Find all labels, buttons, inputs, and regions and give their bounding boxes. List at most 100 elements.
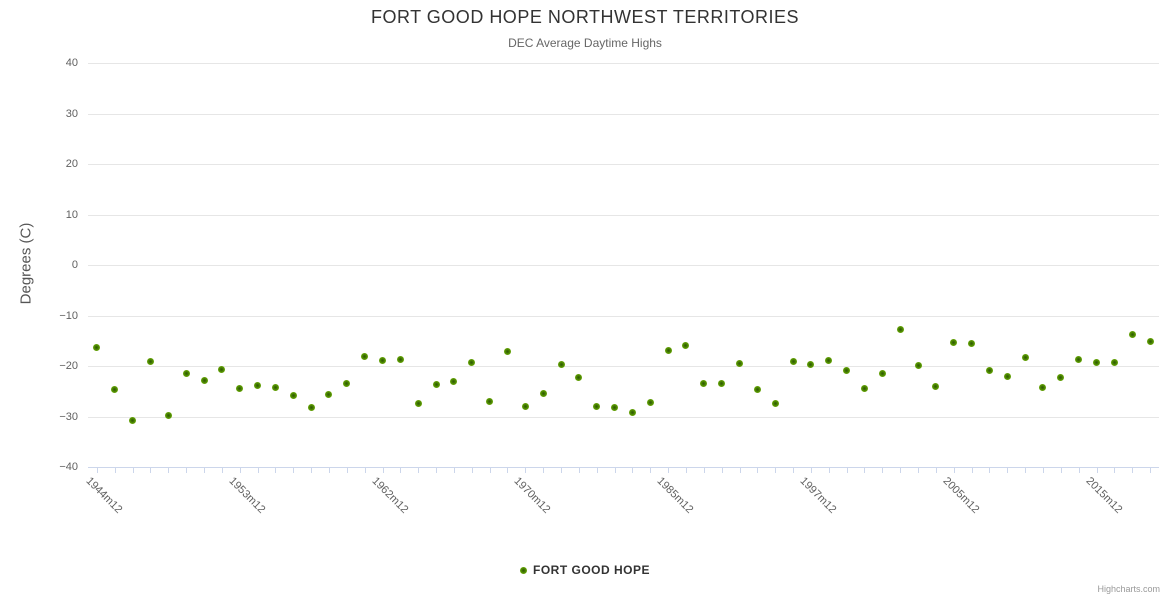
data-point[interactable] [93,344,101,352]
y-tick-label: −40 [59,461,78,473]
data-point[interactable] [468,359,476,367]
x-tick-label: 1997m12 [797,475,839,516]
y-tick-label: 30 [65,107,78,120]
legend-label: FORT GOOD HOPE [532,563,650,577]
data-point[interactable] [200,377,208,385]
data-point[interactable] [825,356,833,364]
data-point[interactable] [843,367,851,375]
data-point[interactable] [111,385,119,393]
x-tick [935,467,937,473]
x-tick [650,467,652,473]
y-tick-label: 10 [65,208,78,221]
data-point[interactable] [182,370,190,378]
data-point[interactable] [736,359,744,367]
legend: FORT GOOD HOPE [0,563,1170,577]
gridline [88,164,1159,165]
legend-marker-icon [519,566,527,574]
data-point[interactable] [718,379,726,387]
data-point[interactable] [396,356,404,364]
x-tick [918,467,920,473]
data-point[interactable] [361,353,369,361]
data-point[interactable] [950,339,958,347]
data-point[interactable] [575,373,583,381]
gridline [88,113,1159,115]
x-tick [596,467,598,473]
data-point[interactable] [1110,359,1118,367]
data-point[interactable] [129,416,137,424]
data-point[interactable] [753,386,761,394]
data-point[interactable] [218,365,226,373]
x-tick [418,467,420,473]
data-point[interactable] [1003,372,1011,380]
data-point[interactable] [1128,331,1136,339]
x-tick [221,467,223,473]
data-point[interactable] [807,361,815,369]
data-point[interactable] [860,384,868,392]
data-point[interactable] [628,409,636,417]
data-point[interactable] [414,400,422,408]
x-tick [471,467,473,473]
data-point[interactable] [1146,338,1154,346]
data-point[interactable] [611,404,619,412]
data-point[interactable] [932,382,940,390]
data-point[interactable] [896,326,904,334]
data-point[interactable] [325,391,333,399]
x-tick [186,467,188,473]
data-point[interactable] [878,369,886,377]
data-point[interactable] [254,382,262,390]
x-tick-label: 2005m12 [940,475,982,516]
x-tick [239,467,241,473]
data-point[interactable] [985,367,993,375]
highcharts-credits-link[interactable]: Highcharts.com [1097,584,1160,594]
data-point[interactable] [164,412,172,420]
x-tick [1007,467,1009,473]
data-point[interactable] [914,361,922,369]
x-tick [400,467,402,473]
x-tick-label: 2015m12 [1083,475,1124,516]
data-point[interactable] [307,403,315,411]
x-tick [1114,467,1116,473]
data-point[interactable] [593,402,601,410]
data-point[interactable] [1057,373,1065,381]
x-tick [632,467,634,473]
data-point[interactable] [1093,359,1101,367]
data-point[interactable] [343,379,351,387]
x-tick [275,467,277,473]
y-tick-label: 20 [65,158,78,170]
data-point[interactable] [236,384,244,392]
data-point[interactable] [682,342,690,350]
data-point[interactable] [271,383,279,391]
data-point[interactable] [1021,354,1029,362]
data-point[interactable] [557,361,565,369]
data-point[interactable] [486,397,494,405]
data-point[interactable] [700,380,708,388]
data-point[interactable] [289,392,297,400]
data-point[interactable] [450,378,458,386]
data-point[interactable] [432,381,440,389]
data-point[interactable] [539,389,547,397]
data-point[interactable] [664,346,672,354]
x-tick [757,467,759,473]
legend-item-fort-good-hope[interactable]: FORT GOOD HOPE [519,563,650,577]
x-tick-label: 1985m12 [654,475,696,516]
data-point[interactable] [968,340,976,348]
data-point[interactable] [646,399,654,407]
data-point[interactable] [771,400,779,408]
data-point[interactable] [379,356,387,364]
x-tick [346,467,348,473]
data-point[interactable] [146,357,154,365]
x-tick [1042,467,1044,473]
data-point[interactable] [503,347,511,355]
x-tick [436,467,438,473]
data-point[interactable] [789,358,797,366]
data-point[interactable] [1075,356,1083,364]
x-tick-label: 1962m12 [369,475,410,516]
x-tick [703,467,705,473]
x-tick-label: 1953m12 [226,475,268,516]
data-point[interactable] [1039,383,1047,391]
data-point[interactable] [521,403,529,411]
x-tick [1025,467,1027,473]
gridline [88,265,1159,266]
x-tick [793,467,795,473]
